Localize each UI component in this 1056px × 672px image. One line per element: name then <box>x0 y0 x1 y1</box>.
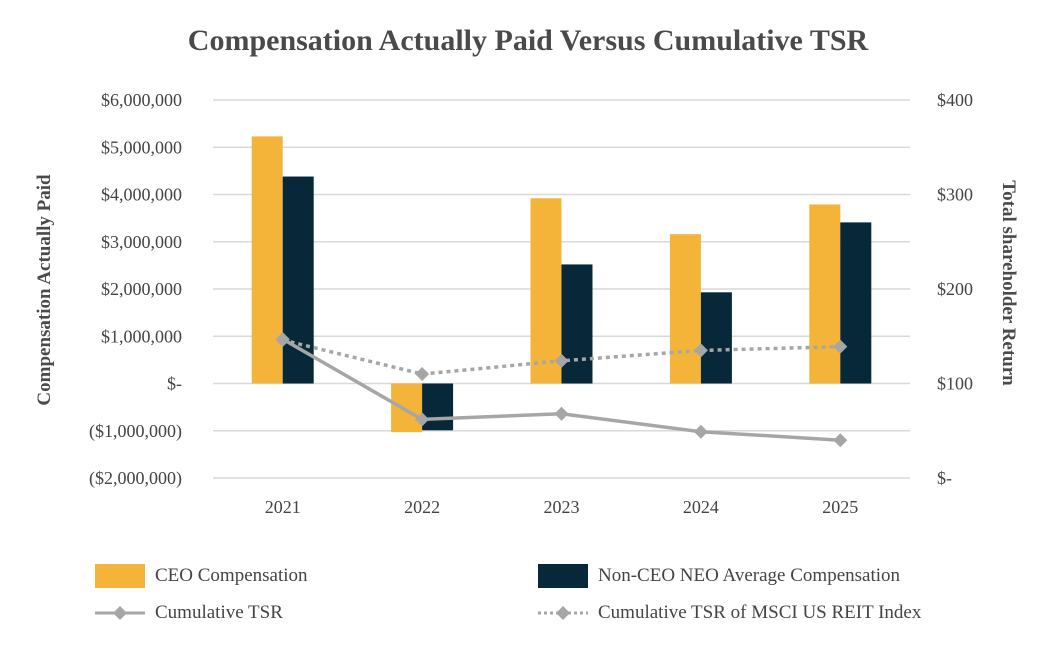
legend-marker-tsr <box>95 606 145 620</box>
line-cumulative-tsr-point <box>693 424 708 439</box>
bar-ceo-compensation <box>530 198 562 384</box>
line-msci-reit-tsr-point <box>833 339 848 354</box>
line-msci-reit-tsr-point <box>693 343 708 358</box>
y-left-tick-label: ($1,000,000) <box>89 421 182 442</box>
y-left-tick-label: $5,000,000 <box>101 137 182 157</box>
legend-swatch-ceo <box>95 564 145 588</box>
bar-neo-average-compensation <box>700 292 732 384</box>
legend-label-msci: Cumulative TSR of MSCI US REIT Index <box>598 602 922 623</box>
legend-label-ceo: CEO Compensation <box>155 565 308 586</box>
bar-neo-average-compensation <box>840 222 872 384</box>
y-right-tick-label: $300 <box>937 185 973 205</box>
bar-neo-average-compensation <box>422 383 454 431</box>
legend-swatch-neo <box>538 564 588 588</box>
line-msci-reit-tsr-point <box>554 353 569 368</box>
y-right-tick-label: $400 <box>937 90 973 110</box>
y-left-tick-label: $6,000,000 <box>101 90 182 110</box>
y-right-tick-label: $100 <box>937 374 973 394</box>
x-tick-label: 2024 <box>683 497 719 517</box>
bar-ceo-compensation <box>391 383 423 433</box>
legend-msci-tsr: Cumulative TSR of MSCI US REIT Index <box>538 598 921 628</box>
y-left-axis-label: Compensation Actually Paid <box>34 174 55 406</box>
y-right-tick-label: $200 <box>937 279 973 299</box>
y-left-tick-label: $3,000,000 <box>101 232 182 252</box>
y-left-tick-label: $4,000,000 <box>101 185 182 205</box>
line-msci-reit-tsr-point <box>415 367 430 382</box>
bar-ceo-compensation <box>251 136 283 384</box>
legend-marker-msci <box>538 606 588 620</box>
y-left-tick-label: $1,000,000 <box>101 326 182 346</box>
x-tick-label: 2022 <box>404 497 440 517</box>
bar-ceo-compensation <box>809 204 841 384</box>
legend-neo-compensation: Non-CEO NEO Average Compensation <box>538 561 900 591</box>
line-msci-reit-tsr-point <box>275 333 290 348</box>
bar-neo-average-compensation <box>561 264 593 384</box>
line-cumulative-tsr-point <box>554 406 569 421</box>
legend-label-neo: Non-CEO NEO Average Compensation <box>598 565 901 586</box>
y-left-tick-label: ($2,000,000) <box>89 468 182 489</box>
legend-cumulative-tsr: Cumulative TSR <box>95 598 283 628</box>
y-right-tick-label: $- <box>937 468 952 488</box>
bar-ceo-compensation <box>669 234 701 384</box>
y-left-tick-label: $2,000,000 <box>101 279 182 299</box>
chart-title: Compensation Actually Paid Versus Cumula… <box>187 24 869 57</box>
x-tick-label: 2025 <box>822 497 858 517</box>
x-tick-label: 2021 <box>265 497 301 517</box>
line-cumulative-tsr-point <box>415 412 430 427</box>
x-tick-label: 2023 <box>544 497 580 517</box>
legend-ceo-compensation: CEO Compensation <box>95 561 308 591</box>
line-cumulative-tsr-point <box>833 433 848 448</box>
y-right-axis-label: Total shareholder Return <box>998 180 1019 386</box>
y-left-tick-label: $- <box>167 374 182 394</box>
legend-label-tsr: Cumulative TSR <box>155 602 283 623</box>
